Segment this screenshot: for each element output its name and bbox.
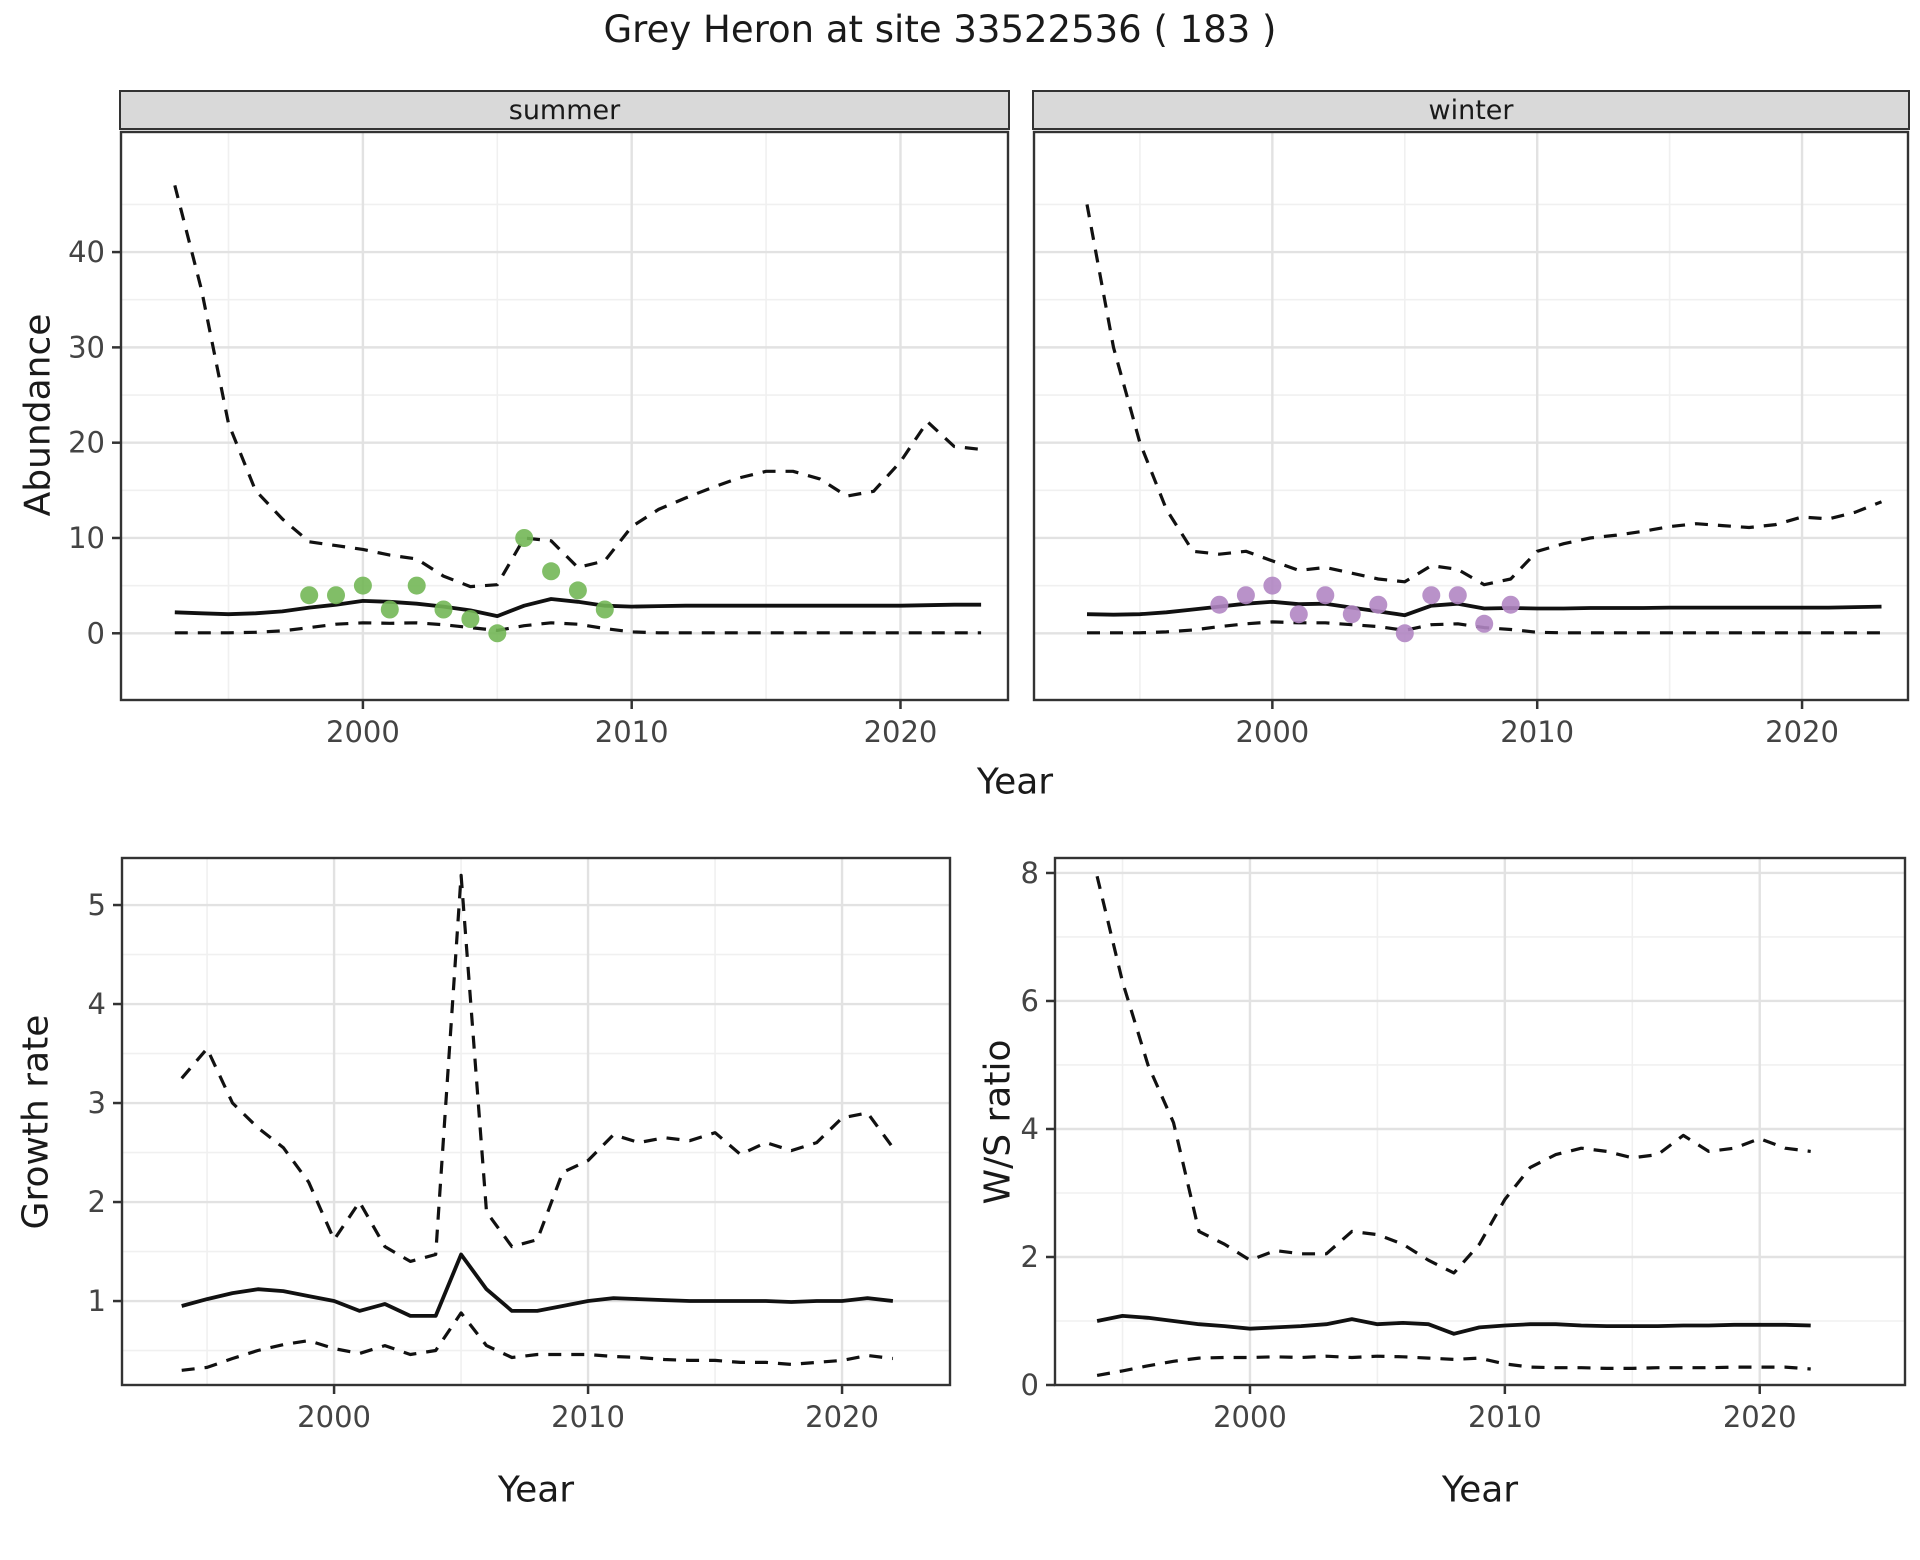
winter-abundance-x-tick-label: 2010 xyxy=(1500,715,1574,749)
ws-ratio-border xyxy=(1053,856,1907,1387)
ws-ratio-y-tick-label: 6 xyxy=(1021,984,1039,1018)
growth-rate-y-axis: 1 2 3 4 5 xyxy=(88,888,122,1318)
winter-abundance-border xyxy=(1032,130,1910,702)
summer-abundance-x-tick-label: 2000 xyxy=(326,715,400,749)
growth-rate-y-tick-label: 2 xyxy=(88,1185,106,1219)
ws-ratio-lower_ci-line xyxy=(1096,1354,1811,1377)
summer-abundance-point xyxy=(353,576,372,595)
winter-abundance-x-axis: 2000 2010 2020 xyxy=(1235,700,1839,749)
y-axis-title-abundance: Abundance xyxy=(17,313,59,517)
summer-abundance-point xyxy=(488,624,507,643)
winter-abundance-grid-minor xyxy=(1034,132,1908,700)
x-axis-title-year-bottom-left: Year xyxy=(497,1469,575,1511)
summer-abundance-point xyxy=(461,610,480,628)
summer-abundance-points xyxy=(300,529,614,643)
ws-ratio-upper_ci-line xyxy=(1095,875,1811,1275)
growth-rate-panel: 2000 2010 2020 1 2 3 4 5 xyxy=(88,856,952,1434)
winter-abundance-point xyxy=(1263,576,1282,595)
ws-ratio-y-tick-label: 8 xyxy=(1021,856,1039,890)
ws-ratio-x-tick-label: 2020 xyxy=(1723,1400,1797,1434)
growth-rate-median-line xyxy=(181,1252,894,1318)
growth-rate-x-tick-label: 2020 xyxy=(805,1400,879,1434)
winter-abundance-point xyxy=(1422,586,1441,605)
growth-rate-upper_ci-line xyxy=(180,873,895,1263)
x-axis-title-year-top: Year xyxy=(976,761,1054,803)
summer-abundance-grid-minor xyxy=(121,132,1008,700)
winter-abundance-point xyxy=(1395,624,1414,643)
growth-rate-lower_ci-line xyxy=(181,1311,894,1372)
winter-abundance-point xyxy=(1316,586,1335,605)
facet-strip-winter-label: winter xyxy=(1428,94,1514,126)
growth-rate-x-axis: 2000 2010 2020 xyxy=(297,1385,879,1434)
summer-abundance-median-line xyxy=(174,597,982,618)
winter-abundance-point xyxy=(1289,605,1308,624)
page-title: Grey Heron at site 33522536 ( 183 ) xyxy=(603,8,1277,51)
summer-abundance-y-tick-label: 0 xyxy=(87,616,105,650)
ws-ratio-y-tick-label: 0 xyxy=(1021,1368,1039,1402)
summer-abundance-y-tick-label: 40 xyxy=(68,235,105,269)
summer-abundance-point xyxy=(434,600,453,619)
ws-ratio-grid-minor xyxy=(1055,858,1905,1385)
summer-abundance-point xyxy=(380,600,399,619)
summer-abundance-point xyxy=(595,600,614,619)
winter-abundance-point xyxy=(1369,595,1388,614)
winter-abundance-grid-major xyxy=(1034,132,1908,700)
growth-rate-y-tick-label: 1 xyxy=(88,1284,106,1318)
summer-abundance-y-tick-label: 10 xyxy=(68,521,105,555)
summer-abundance-x-tick-label: 2020 xyxy=(864,715,938,749)
summer-abundance-y-tick-label: 30 xyxy=(68,330,105,364)
summer-abundance-x-axis: 2000 2010 2020 xyxy=(326,700,937,749)
winter-abundance-x-tick-label: 2000 xyxy=(1235,715,1309,749)
summer-abundance-lower_ci-line xyxy=(174,621,982,635)
summer-abundance-point xyxy=(300,586,319,605)
summer-abundance-y-axis: 0 10 20 30 40 xyxy=(68,235,121,650)
winter-abundance-upper_ci-line xyxy=(1085,204,1883,587)
summer-abundance-point xyxy=(568,581,587,600)
winter-abundance-point xyxy=(1210,595,1229,614)
summer-abundance-point xyxy=(542,562,561,581)
ws-ratio-x-axis: 2000 2010 2020 xyxy=(1213,1385,1797,1434)
winter-abundance-x-tick-label: 2020 xyxy=(1765,715,1839,749)
winter-abundance-panel: 2000 2010 2020 xyxy=(1032,130,1910,749)
growth-rate-y-tick-label: 4 xyxy=(88,987,106,1021)
summer-abundance-point xyxy=(515,529,534,547)
winter-abundance-point xyxy=(1475,614,1494,633)
winter-abundance-points xyxy=(1210,576,1520,643)
summer-abundance-panel: 2000 2010 2020 0 10 20 30 40 xyxy=(68,130,1010,749)
growth-rate-y-tick-label: 5 xyxy=(88,888,106,922)
ws-ratio-y-tick-label: 4 xyxy=(1021,1112,1039,1146)
y-axis-title-growth-rate: Growth rate xyxy=(15,1014,57,1230)
winter-abundance-point xyxy=(1236,586,1255,605)
facet-strip-summer: summer xyxy=(119,90,1010,130)
ws-ratio-y-axis: 0 2 4 6 8 xyxy=(1021,856,1055,1402)
y-axis-title-ws-ratio: W/S ratio xyxy=(977,1039,1019,1205)
facet-strip-winter: winter xyxy=(1032,90,1910,130)
winter-abundance-point xyxy=(1448,586,1467,605)
ws-ratio-panel: 2000 2010 2020 0 2 4 6 8 xyxy=(1021,856,1907,1434)
summer-abundance-x-tick-label: 2010 xyxy=(595,715,669,749)
growth-rate-border xyxy=(120,856,952,1387)
ws-ratio-median-line xyxy=(1096,1314,1811,1336)
facet-strip-summer-label: summer xyxy=(508,94,621,126)
ws-ratio-x-tick-label: 2010 xyxy=(1468,1400,1542,1434)
summer-abundance-y-tick-label: 20 xyxy=(68,426,105,460)
winter-abundance-point xyxy=(1342,605,1361,624)
growth-rate-y-tick-label: 3 xyxy=(88,1086,106,1120)
summer-abundance-point xyxy=(407,576,426,595)
ws-ratio-y-tick-label: 2 xyxy=(1021,1240,1039,1274)
x-axis-title-year-bottom-right: Year xyxy=(1441,1469,1519,1511)
winter-abundance-point xyxy=(1501,595,1520,614)
growth-rate-x-tick-label: 2010 xyxy=(551,1400,625,1434)
ws-ratio-x-tick-label: 2000 xyxy=(1213,1400,1287,1434)
summer-abundance-border xyxy=(119,130,1010,702)
summer-abundance-point xyxy=(327,586,345,605)
growth-rate-x-tick-label: 2000 xyxy=(297,1400,371,1434)
